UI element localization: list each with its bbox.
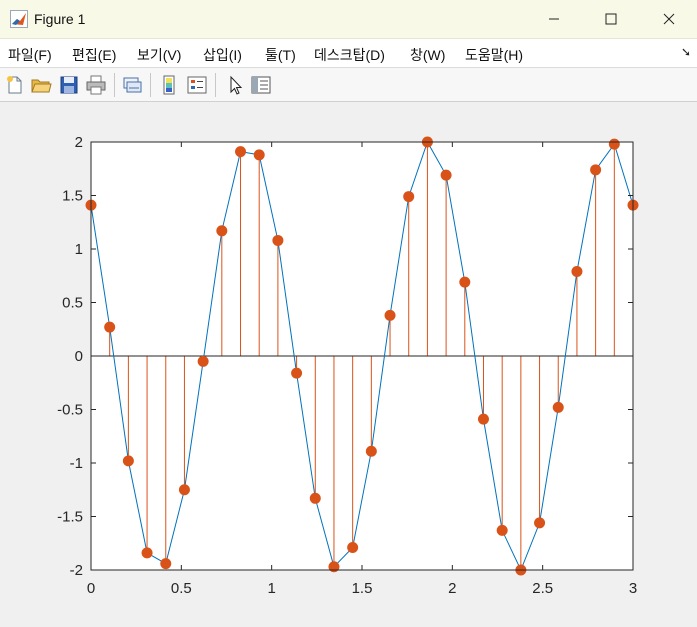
data-point <box>571 265 583 277</box>
data-point <box>253 149 265 161</box>
toolbar-separator <box>150 73 151 97</box>
x-axis: 0 0.5 1 1.5 2 2.5 3 <box>87 142 637 597</box>
y-tick-label: -1 <box>70 455 83 472</box>
close-button[interactable] <box>646 0 692 38</box>
link-plot-icon[interactable] <box>121 74 143 96</box>
data-point <box>122 455 134 467</box>
data-point <box>141 547 153 559</box>
x-tick-label: 1 <box>267 580 275 597</box>
x-tick-label: 3 <box>629 580 637 597</box>
menu-tools[interactable]: 툴(T) <box>265 47 296 63</box>
data-point <box>104 321 116 333</box>
insert-colorbar-icon[interactable] <box>158 74 180 96</box>
data-point <box>291 367 303 379</box>
data-point <box>608 138 620 150</box>
menu-window[interactable]: 창(W) <box>410 47 446 63</box>
new-figure-icon[interactable] <box>4 74 26 96</box>
toolbar-separator <box>215 73 216 97</box>
menu-desktop[interactable]: 데스크탑(D) <box>314 47 385 63</box>
data-point <box>328 561 340 573</box>
x-tick-label: 2 <box>448 580 456 597</box>
data-point <box>272 234 284 246</box>
y-tick-label: 1.5 <box>62 188 83 205</box>
y-tick-label: 0 <box>75 348 83 365</box>
save-icon[interactable] <box>58 74 80 96</box>
data-point <box>365 445 377 457</box>
data-point <box>590 164 602 176</box>
dock-figure-icon[interactable]: ➘ <box>680 45 691 59</box>
edit-plot-icon[interactable] <box>224 74 246 96</box>
matlab-logo-icon <box>10 10 28 28</box>
data-point <box>384 309 396 321</box>
maximize-button[interactable] <box>588 0 634 38</box>
y-tick-label: 0.5 <box>62 295 83 312</box>
menu-insert[interactable]: 삽입(I) <box>203 47 242 63</box>
close-icon <box>663 13 675 25</box>
y-tick-label: -0.5 <box>57 402 83 419</box>
data-point <box>440 169 452 181</box>
x-tick-label: 2.5 <box>532 580 553 597</box>
x-tick-label: 0.5 <box>171 580 192 597</box>
title-bar: Figure 1 <box>0 0 697 39</box>
data-point <box>496 524 508 536</box>
y-tick-label: 1 <box>75 241 83 258</box>
menu-bar: 파일(F) 편집(E) 보기(V) 삽입(I) 툴(T) 데스크탑(D) 창(W… <box>0 39 697 68</box>
data-point <box>552 401 564 413</box>
y-tick-label: 2 <box>75 134 83 151</box>
y-tick-label: -2 <box>70 562 83 579</box>
axes-plot[interactable]: 0 0.5 1 1.5 2 2.5 3 2 1.5 1 0.5 0 -0.5 -1 -1.5 -2 <box>0 102 697 627</box>
data-point <box>403 191 415 203</box>
data-point <box>160 558 172 570</box>
series-line <box>90 140 634 572</box>
menu-file[interactable]: 파일(F) <box>8 47 52 63</box>
y-axis: 2 1.5 1 0.5 0 -0.5 -1 -1.5 -2 <box>57 134 633 579</box>
minimize-button[interactable] <box>531 0 577 38</box>
figure-canvas: 0 0.5 1 1.5 2 2.5 3 2 1.5 1 0.5 0 -0.5 -1 -1.5 -2 <box>0 102 697 627</box>
window-title: Figure 1 <box>34 11 86 27</box>
x-tick-label: 1.5 <box>352 580 373 597</box>
series-polyline <box>90 140 634 572</box>
data-point <box>178 484 190 496</box>
property-inspector-icon[interactable] <box>250 74 272 96</box>
data-point <box>216 225 228 237</box>
data-point <box>197 355 209 367</box>
data-point <box>347 542 359 554</box>
figure-toolbar <box>0 68 697 102</box>
x-tick-label: 0 <box>87 580 95 597</box>
data-point <box>235 146 247 158</box>
data-point <box>459 276 471 288</box>
insert-legend-icon[interactable] <box>186 74 208 96</box>
data-point <box>477 413 489 425</box>
maximize-icon <box>605 13 617 25</box>
open-file-icon[interactable] <box>30 74 52 96</box>
print-icon[interactable] <box>85 74 107 96</box>
data-point <box>534 517 546 529</box>
minimize-icon <box>549 18 559 20</box>
data-point <box>309 492 321 504</box>
menu-view[interactable]: 보기(V) <box>137 47 182 63</box>
menu-edit[interactable]: 편집(E) <box>72 47 117 63</box>
toolbar-separator <box>114 73 115 97</box>
menu-help[interactable]: 도움말(H) <box>465 47 524 63</box>
y-tick-label: -1.5 <box>57 509 83 526</box>
